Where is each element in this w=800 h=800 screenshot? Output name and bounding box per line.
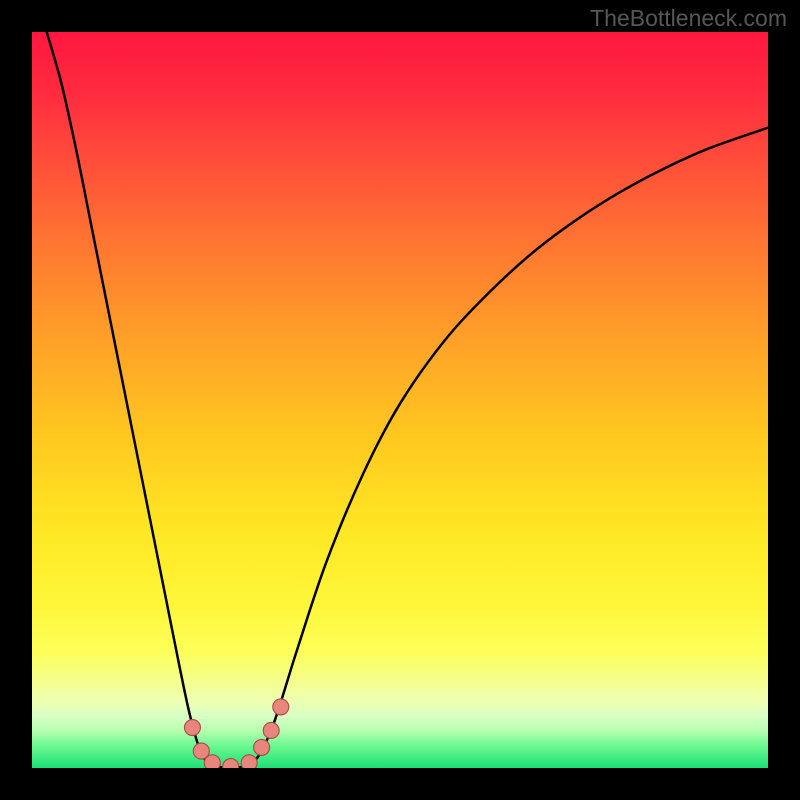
curve-marker xyxy=(263,722,279,738)
curve-marker xyxy=(184,720,200,736)
curve-marker xyxy=(204,755,220,768)
bottleneck-curve xyxy=(47,32,768,768)
plot-area xyxy=(32,32,768,768)
curve-marker xyxy=(241,755,257,768)
watermark-text: TheBottleneck.com xyxy=(590,5,787,32)
bottleneck-curve-layer xyxy=(32,32,768,768)
curve-marker xyxy=(223,759,239,768)
curve-marker xyxy=(254,739,270,755)
curve-marker xyxy=(273,699,289,715)
